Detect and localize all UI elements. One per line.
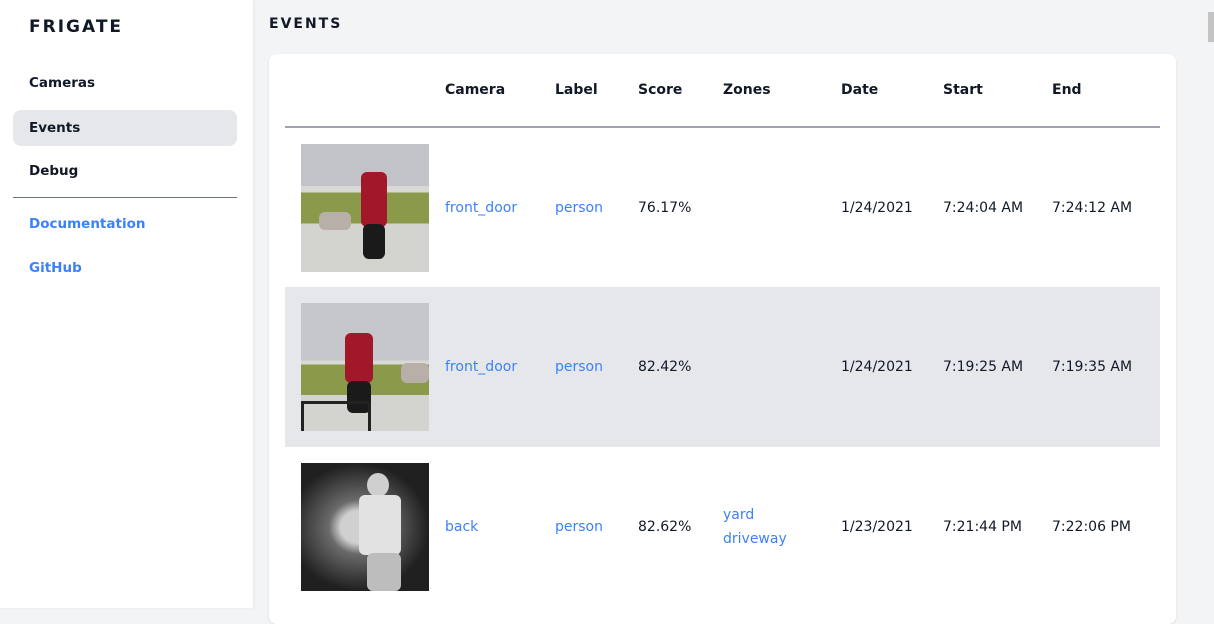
event-thumbnail[interactable] bbox=[301, 143, 429, 272]
camera-link[interactable]: front_door bbox=[445, 199, 518, 216]
app-logo: FRIGATE bbox=[29, 17, 124, 37]
score: 82.42% bbox=[638, 287, 723, 447]
github-link[interactable]: GitHub bbox=[29, 260, 82, 276]
table-header: Camera Label Score Zones Date Start End bbox=[285, 54, 1160, 128]
start-time: 7:24:04 AM bbox=[943, 199, 1024, 216]
event-thumbnail[interactable] bbox=[301, 303, 429, 431]
table-row[interactable]: front_door person 76.17% 1/24/2021 7:24:… bbox=[285, 127, 1160, 287]
col-start: Start bbox=[943, 54, 1052, 128]
zones: yard driveway bbox=[723, 447, 841, 607]
documentation-link[interactable]: Documentation bbox=[29, 216, 146, 232]
date: 1/24/2021 bbox=[841, 287, 943, 447]
col-thumbnail bbox=[285, 54, 445, 128]
zone-link[interactable]: yard bbox=[723, 507, 755, 523]
score: 76.17% bbox=[638, 199, 692, 216]
sidebar-item-debug[interactable]: Debug bbox=[29, 163, 79, 179]
score: 82.62% bbox=[638, 519, 692, 535]
page-title: EVENTS bbox=[269, 16, 343, 32]
sidebar: FRIGATE Cameras Events Debug Documentati… bbox=[0, 0, 253, 608]
date: 1/24/2021 bbox=[841, 199, 913, 216]
col-zones: Zones bbox=[723, 54, 841, 128]
table-row[interactable]: back person 82.62% yard driveway 1/23/20… bbox=[285, 447, 1160, 607]
events-table: Camera Label Score Zones Date Start End … bbox=[285, 54, 1160, 607]
table-row[interactable]: front_door person 82.42% 1/24/2021 7:19:… bbox=[285, 287, 1160, 447]
zones bbox=[723, 127, 841, 287]
label-link[interactable]: person bbox=[555, 519, 603, 535]
end-time: 7:24:12 AM bbox=[1052, 199, 1133, 216]
end-time: 7:19:35 AM bbox=[1052, 287, 1160, 447]
end-time: 7:22:06 PM bbox=[1052, 519, 1131, 535]
divider bbox=[13, 197, 237, 198]
zone-link[interactable]: driveway bbox=[723, 531, 787, 547]
col-label: Label bbox=[555, 54, 638, 128]
scrollbar[interactable] bbox=[1206, 0, 1214, 608]
start-time: 7:21:44 PM bbox=[943, 519, 1022, 535]
label-link[interactable]: person bbox=[555, 359, 603, 375]
scrollbar-thumb[interactable] bbox=[1208, 12, 1214, 42]
label-link[interactable]: person bbox=[555, 199, 603, 216]
sidebar-item-cameras[interactable]: Cameras bbox=[29, 75, 96, 91]
col-camera: Camera bbox=[445, 54, 555, 128]
sidebar-item-events[interactable]: Events bbox=[13, 110, 237, 146]
col-end: End bbox=[1052, 54, 1160, 128]
date: 1/23/2021 bbox=[841, 519, 913, 535]
camera-link[interactable]: front_door bbox=[445, 359, 518, 375]
event-thumbnail[interactable] bbox=[301, 463, 429, 591]
zones bbox=[723, 287, 841, 447]
events-card: Camera Label Score Zones Date Start End … bbox=[269, 54, 1176, 624]
camera-link[interactable]: back bbox=[445, 519, 479, 535]
col-date: Date bbox=[841, 54, 943, 128]
col-score: Score bbox=[638, 54, 723, 128]
start-time: 7:19:25 AM bbox=[943, 287, 1052, 447]
